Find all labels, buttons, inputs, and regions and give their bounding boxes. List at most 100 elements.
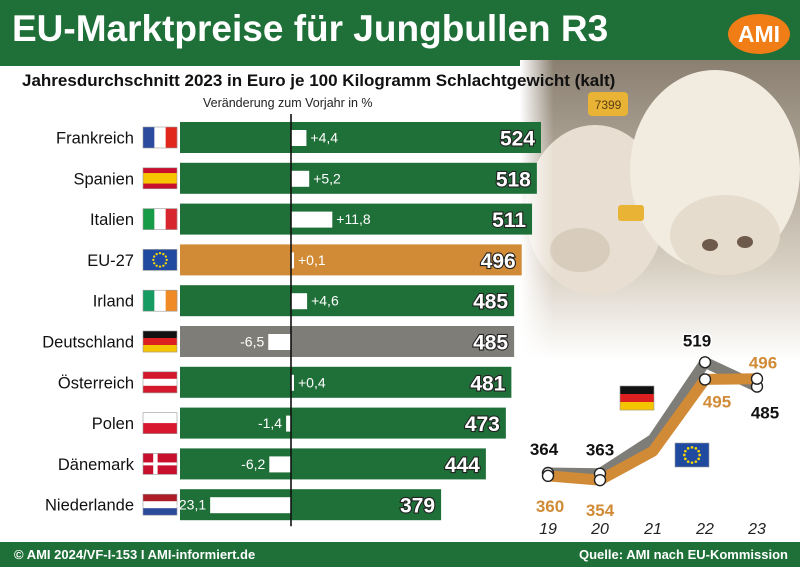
value-bar <box>180 448 486 480</box>
at-flag-icon <box>142 371 178 394</box>
value-bar <box>180 285 515 317</box>
change-label: -23,1 <box>174 497 206 513</box>
change-label: -6,5 <box>240 334 264 350</box>
data-label: 496 <box>749 354 777 373</box>
value-bar <box>180 203 533 235</box>
eu-flag-icon <box>142 249 178 271</box>
change-bar <box>269 456 291 473</box>
data-point <box>698 373 712 386</box>
cattle-photo: 7399 <box>520 60 800 360</box>
change-bar <box>291 293 308 310</box>
chart-subtitle: Jahresdurchschnitt 2023 in Euro je 100 K… <box>22 71 616 90</box>
bar-row-4: EU-27 +0,1 496 <box>87 244 522 276</box>
ami-logo: AMI <box>728 14 790 54</box>
change-label: +0,4 <box>298 374 326 390</box>
change-bar <box>291 252 294 269</box>
eu-series-points: 360 354 495 496 <box>534 352 778 521</box>
dk-flag-icon <box>142 453 178 475</box>
value-bar <box>180 366 512 398</box>
series-line <box>542 373 763 486</box>
value-label: 485 <box>473 332 508 355</box>
change-bar <box>291 170 310 187</box>
country-label: Dänemark <box>58 456 135 474</box>
value-label: 511 <box>492 209 526 232</box>
footer-bar: © AMI 2024/VF-I-153 I AMI-informiert.de … <box>0 542 800 567</box>
header-bar: EU-Marktpreise für Jungbullen R3 AMI <box>0 0 800 66</box>
country-label: Frankreich <box>56 130 134 148</box>
bar-row-9: Dänemark -6,2 444 <box>58 448 486 480</box>
it-flag-icon <box>142 208 178 230</box>
data-point <box>698 356 712 369</box>
eu-series <box>542 373 763 486</box>
footer-source: Quelle: AMI nach EU-Kommission <box>579 547 788 562</box>
value-label: 524 <box>500 128 535 151</box>
bar-row-2: Spanien +5,2 518 <box>73 162 537 194</box>
change-label: +5,2 <box>313 170 341 186</box>
value-label: 485 <box>473 291 508 314</box>
footer-copyright: © AMI 2024/VF-I-153 I AMI-informiert.de <box>14 547 256 562</box>
data-point <box>593 473 607 487</box>
bar-row-7: Österreich +0,4 481 <box>58 366 512 398</box>
value-label: 481 <box>470 372 505 395</box>
country-label: Italien <box>90 211 134 229</box>
de-flag-icon <box>142 330 178 353</box>
value-label: 444 <box>445 454 480 477</box>
bar-row-6: Deutschland -6,5 485 <box>42 326 515 357</box>
pl-flag-icon <box>142 412 178 434</box>
x-tick-label: 23 <box>747 521 766 538</box>
value-bar <box>180 244 522 276</box>
x-tick-label: 21 <box>643 521 662 538</box>
data-label: 363 <box>586 441 614 460</box>
data-label: 360 <box>536 497 564 516</box>
x-tick-label: 22 <box>695 521 714 538</box>
change-axis-label: Veränderung zum Vorjahr in % <box>203 96 373 110</box>
bar-row-5: Irland +4,6 485 <box>93 285 515 317</box>
country-label: Deutschland <box>42 334 134 352</box>
value-bar <box>180 326 515 357</box>
value-label: 518 <box>496 168 531 191</box>
change-bar <box>291 211 333 228</box>
change-bar <box>286 415 291 432</box>
value-label: 473 <box>465 413 500 436</box>
change-label: +0,1 <box>298 252 326 268</box>
data-label: 354 <box>586 501 615 520</box>
page-title: EU-Marktpreise für Jungbullen R3 <box>12 8 609 49</box>
change-label: +4,4 <box>310 130 338 146</box>
country-label: Österreich <box>58 374 134 392</box>
value-label: 496 <box>481 250 516 273</box>
ie-flag-icon <box>142 289 178 312</box>
bar-row-1: Frankreich +4,4 524 <box>56 122 541 153</box>
bar-row-3: Italien +11,8 511 <box>90 203 533 235</box>
change-label: -6,2 <box>241 456 265 472</box>
fr-flag-icon <box>142 126 178 149</box>
nl-flag-icon <box>142 493 178 516</box>
change-bar <box>291 130 307 146</box>
change-bar <box>210 497 291 514</box>
es-flag-icon <box>142 167 178 190</box>
value-label: 379 <box>400 495 435 518</box>
value-bar <box>180 407 506 439</box>
change-bar <box>291 374 294 391</box>
value-bar <box>180 122 541 153</box>
eu-legend-flag-icon <box>674 442 710 468</box>
bar-row-8: Polen -1,4 473 <box>92 407 506 439</box>
de-series-points: 364 363 519 485 <box>528 330 781 480</box>
bar-row-10: Niederlande -23,1 379 <box>45 489 442 521</box>
change-label: -1,4 <box>258 415 282 431</box>
country-label: Spanien <box>73 170 134 188</box>
data-point <box>750 372 764 385</box>
country-label: Niederlande <box>45 497 134 515</box>
country-label: Irland <box>93 293 134 311</box>
data-point <box>541 469 555 483</box>
data-label: 364 <box>530 440 559 459</box>
country-label: Polen <box>92 415 134 433</box>
change-bar <box>268 334 291 350</box>
change-label: +4,6 <box>311 293 339 309</box>
country-label: EU-27 <box>87 252 134 270</box>
value-bar <box>180 162 537 194</box>
data-label: 519 <box>683 331 711 350</box>
x-tick-label: 20 <box>590 521 609 538</box>
